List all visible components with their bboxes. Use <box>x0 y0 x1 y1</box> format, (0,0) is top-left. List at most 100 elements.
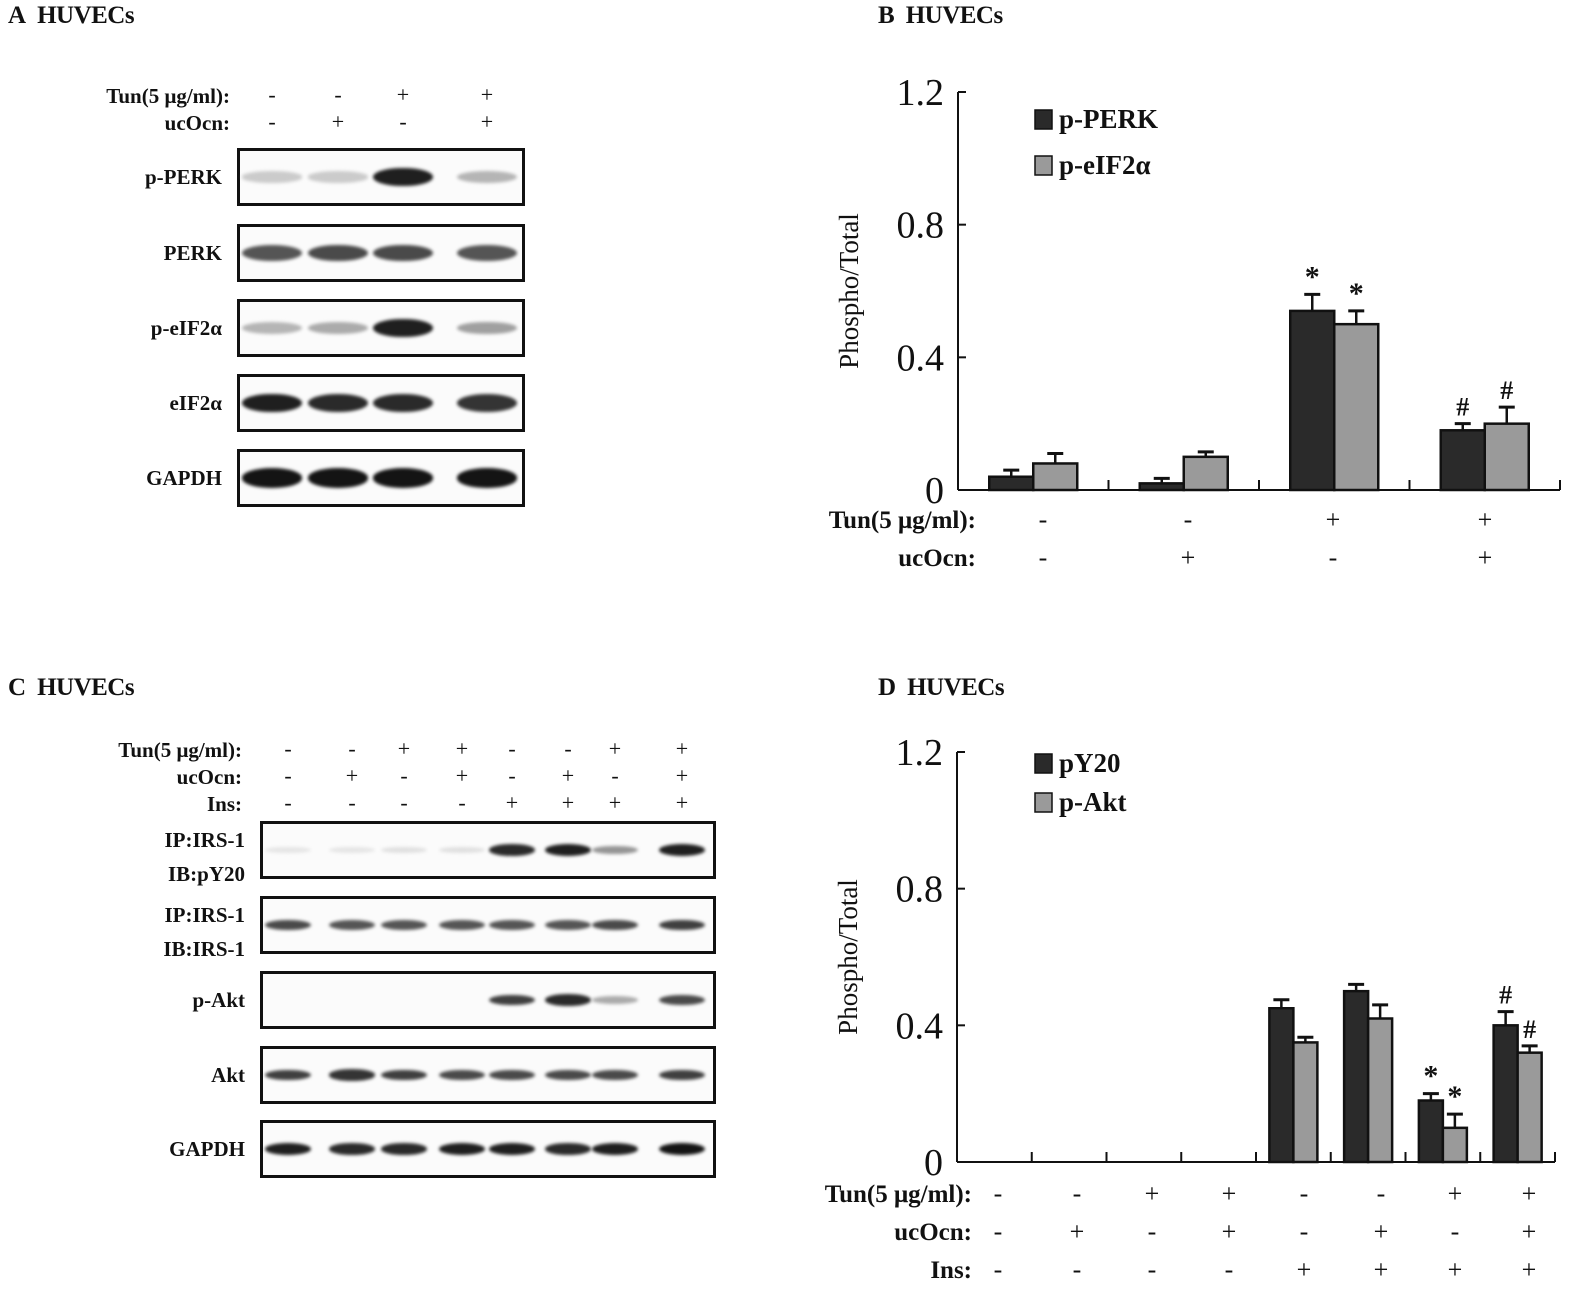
bar-p-Akt <box>1366 1017 1394 1164</box>
bar-p-PERK <box>1289 309 1336 492</box>
protein-band <box>457 244 517 262</box>
condition-value: + <box>480 109 494 134</box>
protein-band <box>439 919 485 931</box>
panel-a-heading: HUVECs <box>37 2 135 29</box>
x-condition-value: + <box>1326 505 1341 534</box>
condition-value: + <box>561 763 575 788</box>
panel-c-western-blot: Tun(5 μg/ml): - - + + - - + + ucOcn: - + - + - + - + Ins: -… <box>0 0 730 1200</box>
y-tick-label: 1.2 <box>897 72 945 114</box>
x-condition-value: + <box>1222 1179 1237 1208</box>
x-condition-value: - <box>994 1255 1003 1284</box>
condition-value: + <box>455 763 469 788</box>
legend-label: p-PERK <box>1059 104 1158 134</box>
condition-value: - <box>508 736 516 761</box>
x-condition-value: - <box>1377 1179 1386 1208</box>
blot-label: PERK <box>163 241 222 265</box>
condition-value: + <box>608 790 622 815</box>
x-condition-value: - <box>994 1179 1003 1208</box>
bar-p-Akt <box>1441 1126 1469 1164</box>
protein-band <box>457 321 517 335</box>
y-tick-label: 0 <box>925 470 944 512</box>
panel-c-letter: C <box>8 674 26 701</box>
legend-label: pY20 <box>1059 748 1121 778</box>
bar-p-eIF2α <box>1182 455 1229 492</box>
x-condition-value: - <box>1225 1255 1234 1284</box>
protein-band <box>381 919 427 931</box>
condition-value: + <box>480 82 494 107</box>
significance-hash: # <box>1500 376 1513 405</box>
panel-d-letter: D <box>878 674 896 701</box>
condition-value: - <box>284 790 292 815</box>
protein-band <box>592 1069 638 1081</box>
condition-label: Ins: <box>206 792 242 816</box>
bar-p-PERK <box>1439 429 1486 492</box>
y-axis-title: Phospho/Total <box>834 213 864 369</box>
protein-band <box>242 393 302 413</box>
x-condition-value: - <box>1184 505 1193 534</box>
protein-band <box>439 1069 485 1081</box>
significance-hash: # <box>1456 393 1469 422</box>
protein-band <box>329 1143 375 1155</box>
protein-band <box>545 1069 591 1081</box>
bar-p-PERK <box>1138 482 1185 492</box>
x-condition-value: - <box>1073 1179 1082 1208</box>
condition-value: - <box>268 109 276 134</box>
condition-value: + <box>455 736 469 761</box>
blot-label: Akt <box>211 1063 245 1087</box>
blot-label: IP:IRS-1 <box>164 828 245 852</box>
condition-value: - <box>284 736 292 761</box>
protein-band <box>592 919 638 931</box>
protein-band <box>489 1143 535 1155</box>
bar-p-eIF2α <box>1333 322 1380 492</box>
x-condition-value: - <box>1148 1217 1157 1246</box>
x-condition-value: + <box>1222 1217 1237 1246</box>
condition-value: - <box>564 736 572 761</box>
protein-band <box>592 996 638 1004</box>
bar-pY20 <box>1492 1024 1519 1164</box>
x-condition-value: + <box>1297 1255 1312 1284</box>
blot-label: p-PERK <box>144 165 222 189</box>
significance-asterisk: * <box>1349 277 1364 310</box>
legend-swatch <box>1034 753 1053 774</box>
protein-band <box>545 919 591 931</box>
protein-band <box>373 468 433 488</box>
condition-value: - <box>611 763 619 788</box>
protein-band <box>308 171 368 183</box>
protein-band <box>659 919 705 931</box>
significance-hash: # <box>1523 1015 1536 1044</box>
protein-band <box>381 1069 427 1081</box>
legend-label: p-eIF2α <box>1059 150 1151 180</box>
protein-band <box>659 844 705 856</box>
x-condition-label: ucOcn: <box>894 1219 972 1246</box>
condition-value: - <box>268 82 276 107</box>
significance-asterisk: * <box>1423 1060 1438 1093</box>
y-tick-label: 0 <box>924 1142 943 1184</box>
condition-value: - <box>508 763 516 788</box>
protein-band <box>373 244 433 262</box>
protein-band <box>381 846 427 854</box>
legend-swatch <box>1034 109 1053 130</box>
x-condition-label: ucOcn: <box>898 545 976 572</box>
condition-label: Tun(5 μg/ml): <box>118 738 242 762</box>
bar-p-eIF2α <box>1483 422 1530 492</box>
condition-value: - <box>400 790 408 815</box>
protein-band <box>489 919 535 931</box>
panel-b-heading: HUVECs <box>905 2 1004 29</box>
panel-b-title: B HUVECs <box>878 2 1003 30</box>
x-condition-value: + <box>1374 1255 1389 1284</box>
blot-label-secondary: IB:pY20 <box>167 862 245 886</box>
x-condition-value: - <box>994 1217 1003 1246</box>
protein-band <box>265 919 311 931</box>
condition-label: Tun(5 μg/ml): <box>106 84 230 108</box>
condition-value: + <box>396 82 410 107</box>
x-condition-value: + <box>1448 1179 1463 1208</box>
protein-band <box>308 468 368 488</box>
protein-band <box>439 846 485 854</box>
x-condition-value: + <box>1478 505 1493 534</box>
protein-band <box>457 171 517 183</box>
panel-b-letter: B <box>878 2 895 29</box>
y-tick-label: 0.8 <box>896 869 944 911</box>
blot-label: p-Akt <box>192 988 245 1012</box>
bar-p-Akt <box>1516 1051 1543 1164</box>
protein-band <box>592 845 638 855</box>
